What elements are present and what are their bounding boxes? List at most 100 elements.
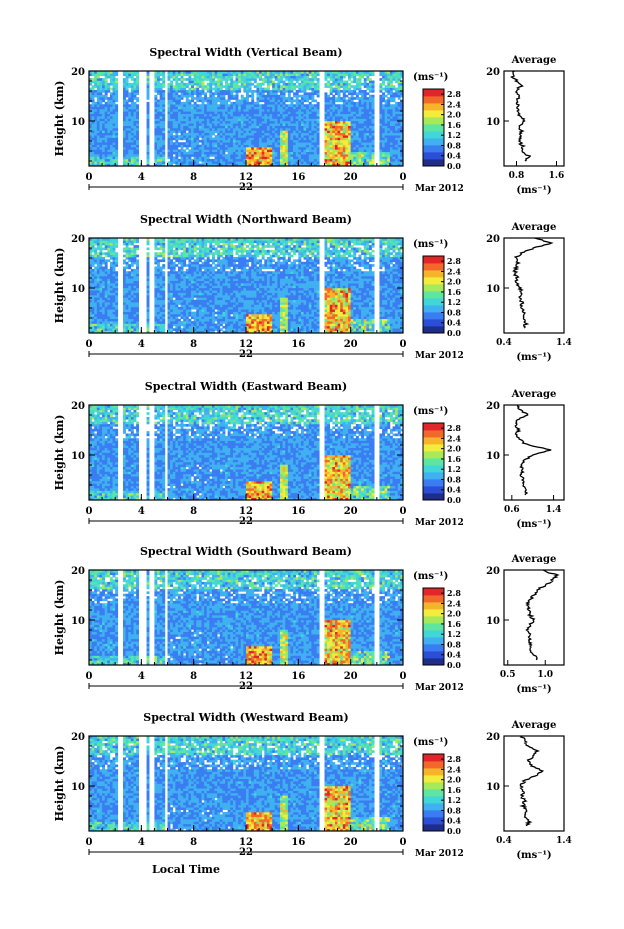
heatmap-cell <box>123 250 126 253</box>
heatmap-cell <box>382 142 385 145</box>
heatmap-cell <box>199 73 202 76</box>
heatmap-cell <box>340 126 343 129</box>
heatmap-cell <box>309 121 312 124</box>
heatmap-cell <box>175 104 178 107</box>
heatmap-cell <box>293 83 296 86</box>
heatmap-cell <box>306 73 309 76</box>
heatmap-cell <box>277 119 280 122</box>
heatmap-cell <box>366 149 369 152</box>
heatmap-cell <box>277 78 280 81</box>
heatmap-cell <box>283 109 286 112</box>
heatmap-cell <box>256 88 259 91</box>
heatmap-cell <box>395 145 398 148</box>
heatmap-cell <box>202 135 205 138</box>
heatmap-cell <box>249 119 252 122</box>
heatmap-cell <box>372 119 375 122</box>
heatmap-cell <box>335 149 338 152</box>
heatmap-cell <box>228 88 231 91</box>
heatmap-cell <box>97 309 100 312</box>
heatmap-cell <box>325 114 328 117</box>
heatmap-cell <box>181 142 184 145</box>
heatmap-cell <box>157 128 160 131</box>
heatmap-cell <box>356 81 359 84</box>
heatmap-cell <box>94 328 97 331</box>
heatmap-cell <box>277 111 280 114</box>
heatmap-cell <box>102 78 105 81</box>
heatmap-cell <box>359 147 362 150</box>
heatmap-cell <box>243 83 246 86</box>
heatmap-cell <box>330 128 333 131</box>
heatmap-cell <box>99 286 102 289</box>
heatmap-cell <box>173 145 176 148</box>
heatmap-cell <box>270 116 273 119</box>
heatmap-cell <box>314 116 317 119</box>
heatmap-cell <box>99 326 102 329</box>
heatmap-cell <box>160 286 163 289</box>
heatmap-cell <box>107 309 110 312</box>
heatmap-cell <box>306 135 309 138</box>
heatmap-cell <box>133 154 136 157</box>
heatmap-cell <box>296 145 299 148</box>
heatmap-cell <box>301 161 304 164</box>
heatmap-cell <box>133 138 136 141</box>
heatmap-cell <box>209 81 212 84</box>
heatmap-cell <box>398 104 401 107</box>
heatmap-cell <box>191 92 194 95</box>
heatmap-cell <box>385 100 388 103</box>
heatmap-cell <box>162 161 165 164</box>
heatmap-cell <box>243 121 246 124</box>
heatmap-cell <box>102 157 105 160</box>
heatmap-cell <box>233 88 236 91</box>
heatmap-cell <box>123 283 126 286</box>
heatmap-cell <box>162 314 165 317</box>
heatmap-cell <box>175 126 178 129</box>
heatmap-cell <box>379 100 382 103</box>
heatmap-cell <box>285 152 288 155</box>
heatmap-cell <box>385 157 388 160</box>
heatmap-cell <box>94 250 97 253</box>
heatmap-cell <box>395 76 398 79</box>
heatmap-cell <box>233 123 236 126</box>
heatmap-cell <box>160 319 163 322</box>
heatmap-cell <box>230 95 233 98</box>
heatmap-cell <box>133 255 136 258</box>
heatmap-cell <box>168 116 171 119</box>
heatmap-cell <box>256 142 259 145</box>
heatmap-cell <box>335 76 338 79</box>
heatmap-cell <box>327 111 330 114</box>
heatmap-cell <box>335 114 338 117</box>
heatmap-cell <box>136 97 139 100</box>
heatmap-cell <box>196 100 199 103</box>
heatmap-cell <box>241 157 244 160</box>
heatmap-cell <box>259 76 262 79</box>
heatmap-cell <box>105 102 108 105</box>
heatmap-cell <box>183 157 186 160</box>
heatmap-cell <box>128 252 131 255</box>
heatmap-cell <box>228 145 231 148</box>
heatmap-cell <box>191 107 194 110</box>
spectral-width-figure: Spectral Width (Vertical Beam)1020Height… <box>0 0 624 929</box>
heatmap-cell <box>351 149 354 152</box>
heatmap-cell <box>123 116 126 119</box>
heatmap-cell <box>340 111 343 114</box>
heatmap-cell <box>285 126 288 129</box>
heatmap-cell <box>372 161 375 164</box>
heatmap-cell <box>379 107 382 110</box>
heatmap-cell <box>277 123 280 126</box>
heatmap-cell <box>264 76 267 79</box>
heatmap-cell <box>272 157 275 160</box>
heatmap-cell <box>335 83 338 86</box>
heatmap-cell <box>168 152 171 155</box>
heatmap-cell <box>382 119 385 122</box>
heatmap-cell <box>256 135 259 138</box>
heatmap-cell <box>311 121 314 124</box>
heatmap-cell <box>194 142 197 145</box>
heatmap-cell <box>382 133 385 136</box>
heatmap-cell <box>241 81 244 84</box>
heatmap-cell <box>186 92 189 95</box>
heatmap-cell <box>283 73 286 76</box>
heatmap-cell <box>113 130 116 133</box>
heatmap-cell <box>183 90 186 93</box>
heatmap-cell <box>157 119 160 122</box>
heatmap-cell <box>280 142 283 145</box>
